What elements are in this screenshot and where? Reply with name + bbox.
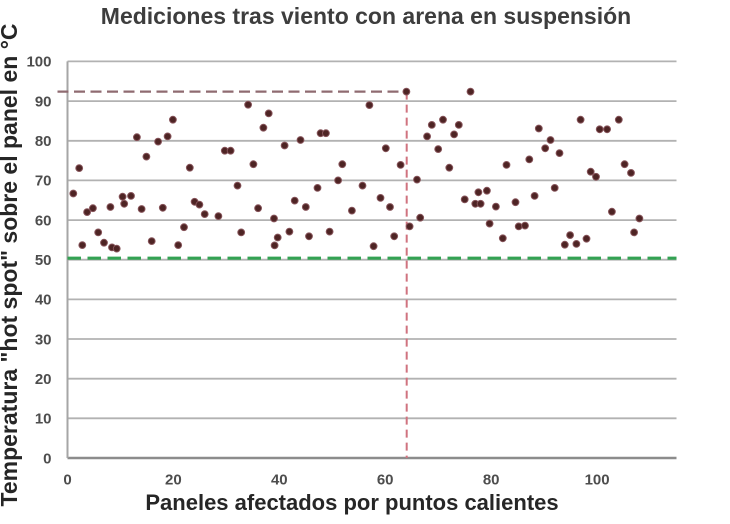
svg-text:70: 70 <box>35 173 52 190</box>
svg-text:90: 90 <box>35 93 52 110</box>
svg-text:20: 20 <box>165 472 182 489</box>
svg-text:80: 80 <box>35 133 52 150</box>
svg-text:0: 0 <box>43 450 51 467</box>
svg-text:0: 0 <box>63 472 71 489</box>
svg-text:10: 10 <box>35 411 52 428</box>
svg-text:40: 40 <box>35 292 52 309</box>
svg-text:100: 100 <box>26 54 51 71</box>
svg-text:20: 20 <box>35 371 52 388</box>
svg-text:100: 100 <box>585 472 610 489</box>
svg-text:30: 30 <box>35 331 52 348</box>
svg-text:Paneles afectados por puntos c: Paneles afectados por puntos calientes <box>145 490 558 515</box>
svg-text:60: 60 <box>377 472 394 489</box>
svg-text:60: 60 <box>35 212 52 229</box>
svg-text:40: 40 <box>271 472 288 489</box>
svg-text:Mediciones tras viento con are: Mediciones tras viento con arena en susp… <box>101 3 631 29</box>
svg-text:50: 50 <box>35 252 52 269</box>
svg-text:80: 80 <box>483 472 500 489</box>
svg-text:Temperatura "hot spot" sobre e: Temperatura "hot spot" sobre el panel en… <box>0 24 22 507</box>
